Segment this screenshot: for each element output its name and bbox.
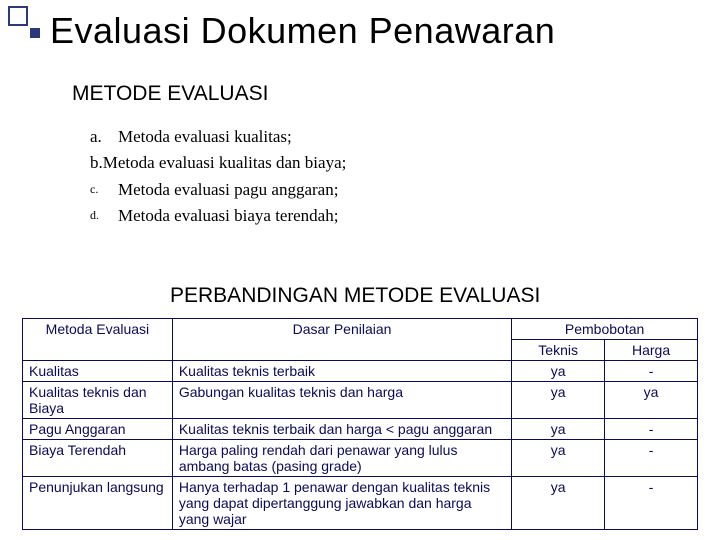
list-text: Metoda evaluasi pagu anggaran; <box>118 177 338 203</box>
cell-basis: Hanya terhadap 1 penawar dengan kualitas… <box>172 477 511 530</box>
cell-price: - <box>605 361 698 382</box>
list-text: Metoda evaluasi kualitas; <box>118 124 292 150</box>
slide-decoration <box>8 6 48 46</box>
cell-price: - <box>605 419 698 440</box>
list-text: Metoda evaluasi kualitas dan biaya; <box>103 150 347 176</box>
cell-method: Penunjukan langsung <box>23 477 173 530</box>
cell-technical: ya <box>512 382 605 419</box>
table-header-price: Harga <box>605 340 698 361</box>
cell-price: - <box>605 440 698 477</box>
list-marker: a. <box>90 124 118 150</box>
page-title: Evaluasi Dokumen Penawaran <box>50 10 555 52</box>
section-heading-method: METODE EVALUASI <box>62 78 278 110</box>
list-item: d.Metoda evaluasi biaya terendah; <box>90 203 430 229</box>
cell-method: Kualitas <box>23 361 173 382</box>
method-list: a.Metoda evaluasi kualitas;b.Metoda eval… <box>80 118 440 239</box>
table-row: Kualitas teknis dan BiayaGabungan kualit… <box>23 382 698 419</box>
list-text: Metoda evaluasi biaya terendah; <box>118 203 338 229</box>
table-header-weighting: Pembobotan <box>512 319 698 340</box>
list-marker: c. <box>90 177 118 203</box>
table-row: Penunjukan langsungHanya terhadap 1 pena… <box>23 477 698 530</box>
cell-price: - <box>605 477 698 530</box>
table-row: KualitasKualitas teknis terbaikya- <box>23 361 698 382</box>
table-header-method: Metoda Evaluasi <box>23 319 173 361</box>
cell-method: Pagu Anggaran <box>23 419 173 440</box>
table-row: Pagu AnggaranKualitas teknis terbaik dan… <box>23 419 698 440</box>
cell-technical: ya <box>512 477 605 530</box>
table-row: Biaya TerendahHarga paling rendah dari p… <box>23 440 698 477</box>
cell-method: Biaya Terendah <box>23 440 173 477</box>
table-header-basis: Dasar Penilaian <box>172 319 511 361</box>
cell-technical: ya <box>512 419 605 440</box>
list-marker: b. <box>90 150 103 176</box>
comparison-table: Metoda Evaluasi Dasar Penilaian Pembobot… <box>22 318 698 530</box>
cell-basis: Gabungan kualitas teknis dan harga <box>172 382 511 419</box>
list-item: c.Metoda evaluasi pagu anggaran; <box>90 177 430 203</box>
table-body: KualitasKualitas teknis terbaikya-Kualit… <box>23 361 698 530</box>
list-item: a.Metoda evaluasi kualitas; <box>90 124 430 150</box>
cell-price: ya <box>605 382 698 419</box>
list-item: b.Metoda evaluasi kualitas dan biaya; <box>90 150 430 176</box>
cell-basis: Kualitas teknis terbaik <box>172 361 511 382</box>
list-marker: d. <box>90 203 118 229</box>
cell-method: Kualitas teknis dan Biaya <box>23 382 173 419</box>
table-header-technical: Teknis <box>512 340 605 361</box>
cell-technical: ya <box>512 361 605 382</box>
cell-technical: ya <box>512 440 605 477</box>
cell-basis: Harga paling rendah dari penawar yang lu… <box>172 440 511 477</box>
cell-basis: Kualitas teknis terbaik dan harga < pagu… <box>172 419 511 440</box>
section-heading-comparison: PERBANDINGAN METODE EVALUASI <box>160 280 550 312</box>
